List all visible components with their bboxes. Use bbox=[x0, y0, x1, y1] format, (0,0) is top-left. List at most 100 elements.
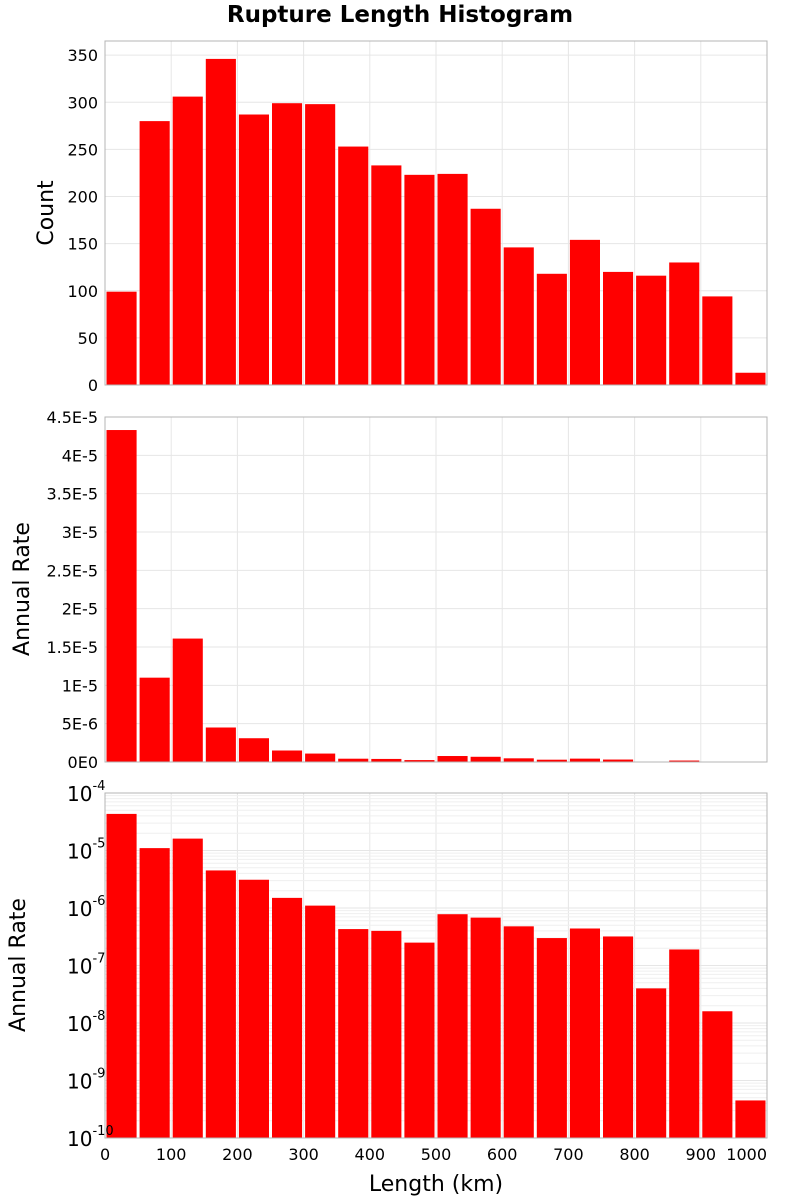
x-tick-label: 800 bbox=[619, 1145, 650, 1164]
chart-panel-2: 0E0 5E-6 1E-5 1.5E-5 2E-5 2.5E-5 3E-5 3.5E-5 4E-… bbox=[10, 408, 768, 772]
y-tick-label: 4E-5 bbox=[62, 446, 98, 465]
histogram-bar bbox=[437, 173, 468, 385]
y-tick-label: 50 bbox=[78, 329, 98, 348]
x-tick-label: 700 bbox=[553, 1145, 584, 1164]
chart-title: Rupture Length Histogram bbox=[226, 2, 574, 28]
y-tick-label: 10-4 bbox=[67, 779, 105, 806]
y-tick-label: 10-7 bbox=[67, 952, 105, 979]
histogram-bar bbox=[338, 929, 369, 1138]
y-tick-label: 10-8 bbox=[67, 1009, 105, 1036]
histogram-bar bbox=[536, 759, 567, 762]
histogram-bar bbox=[272, 897, 303, 1138]
y-tick-label: 2E-5 bbox=[62, 600, 98, 619]
histogram-bar bbox=[139, 121, 170, 385]
histogram-bar bbox=[238, 114, 269, 385]
histogram-bar bbox=[536, 273, 567, 385]
histogram-bar bbox=[106, 291, 137, 385]
histogram-bar bbox=[735, 1100, 766, 1138]
y-tick-label: 150 bbox=[67, 235, 98, 254]
histogram-bar bbox=[305, 104, 336, 385]
histogram-bar bbox=[272, 750, 303, 762]
histogram-bar bbox=[437, 914, 468, 1138]
histogram-bar bbox=[669, 760, 700, 762]
histogram-bar bbox=[205, 870, 236, 1138]
histogram-bar bbox=[503, 926, 534, 1138]
histogram-bar bbox=[636, 275, 667, 385]
y-tick-label: 100 bbox=[67, 282, 98, 301]
histogram-bar bbox=[338, 146, 369, 385]
plot-border bbox=[104, 416, 768, 763]
x-tick-label: 900 bbox=[686, 1145, 717, 1164]
histogram-bar bbox=[205, 727, 236, 762]
chart-panel-1: 0 50 100 150 200 250 300 350 Count bbox=[34, 40, 768, 395]
y-axis-title: Annual Rate bbox=[6, 898, 31, 1032]
histogram-bar bbox=[702, 296, 733, 385]
histogram-bar bbox=[404, 942, 435, 1138]
y-tick-label: 200 bbox=[67, 188, 98, 207]
y-tick-label: 10-6 bbox=[67, 894, 105, 921]
x-tick-label: 600 bbox=[487, 1145, 518, 1164]
y-tick-label: 4.5E-5 bbox=[46, 408, 98, 427]
y-tick-label: 3.5E-5 bbox=[46, 485, 98, 504]
y-tick-label: 5E-6 bbox=[62, 715, 98, 734]
histogram-bar bbox=[272, 103, 303, 386]
plot-border bbox=[104, 40, 768, 386]
y-tick-label: 10-10 bbox=[67, 1124, 114, 1151]
histogram-bar bbox=[172, 838, 203, 1138]
histogram-bar bbox=[569, 928, 600, 1138]
histogram-bar bbox=[437, 756, 468, 762]
x-tick-label: 400 bbox=[355, 1145, 386, 1164]
y-tick-label: 10-9 bbox=[67, 1067, 105, 1094]
histogram-bar bbox=[669, 949, 700, 1138]
histogram-bar bbox=[569, 758, 600, 762]
histogram-bar bbox=[735, 372, 766, 385]
plot-border bbox=[104, 792, 768, 1139]
y-tick-label: 0E0 bbox=[68, 753, 98, 772]
x-tick-label: 0 bbox=[100, 1145, 110, 1164]
x-tick-label: 200 bbox=[222, 1145, 253, 1164]
histogram-bar bbox=[702, 1011, 733, 1138]
histogram-bar bbox=[371, 165, 402, 385]
histogram-bar bbox=[238, 738, 269, 762]
histogram-bar bbox=[470, 208, 501, 385]
y-axis-title: Annual Rate bbox=[10, 522, 35, 656]
histogram-bar bbox=[404, 760, 435, 762]
histogram-bar bbox=[603, 271, 634, 385]
histogram-bar bbox=[139, 848, 170, 1138]
histogram-bar bbox=[172, 96, 203, 386]
histogram-bar bbox=[172, 638, 203, 762]
y-tick-label: 1.5E-5 bbox=[46, 638, 98, 657]
histogram-bar bbox=[305, 905, 336, 1138]
histogram-bar bbox=[470, 917, 501, 1138]
histogram-bar bbox=[404, 174, 435, 385]
y-tick-label: 0 bbox=[88, 376, 98, 395]
histogram-bar bbox=[106, 813, 137, 1138]
x-tick-label: 100 bbox=[156, 1145, 187, 1164]
histogram-bar bbox=[503, 247, 534, 385]
histogram-bar bbox=[106, 430, 137, 762]
y-tick-label: 250 bbox=[67, 140, 98, 159]
histogram-bar bbox=[536, 938, 567, 1138]
histogram-bar bbox=[503, 758, 534, 762]
histogram-bar bbox=[238, 879, 269, 1138]
y-axis-title: Count bbox=[34, 180, 59, 246]
histogram-bar bbox=[305, 753, 336, 762]
chart-panel-3: 10-10 10-9 10-8 10-7 10-6 10-5 10-4 Annual Rate… bbox=[6, 779, 768, 1197]
histogram-bar bbox=[470, 756, 501, 762]
y-tick-label: 10-5 bbox=[67, 837, 105, 864]
histogram-bar bbox=[569, 239, 600, 385]
histogram-bar bbox=[338, 758, 369, 762]
y-tick-label: 300 bbox=[67, 93, 98, 112]
y-tick-label: 2.5E-5 bbox=[46, 561, 98, 580]
y-tick-label: 350 bbox=[67, 46, 98, 65]
histogram-bar bbox=[603, 936, 634, 1138]
y-tick-label: 3E-5 bbox=[62, 523, 98, 542]
histogram-bar bbox=[371, 930, 402, 1138]
histogram-bar bbox=[603, 759, 634, 762]
histogram-bar bbox=[205, 58, 236, 385]
histogram-bar bbox=[669, 262, 700, 385]
x-tick-label: 300 bbox=[288, 1145, 319, 1164]
histogram-bar bbox=[371, 758, 402, 762]
x-tick-label: 1000 bbox=[726, 1145, 767, 1164]
